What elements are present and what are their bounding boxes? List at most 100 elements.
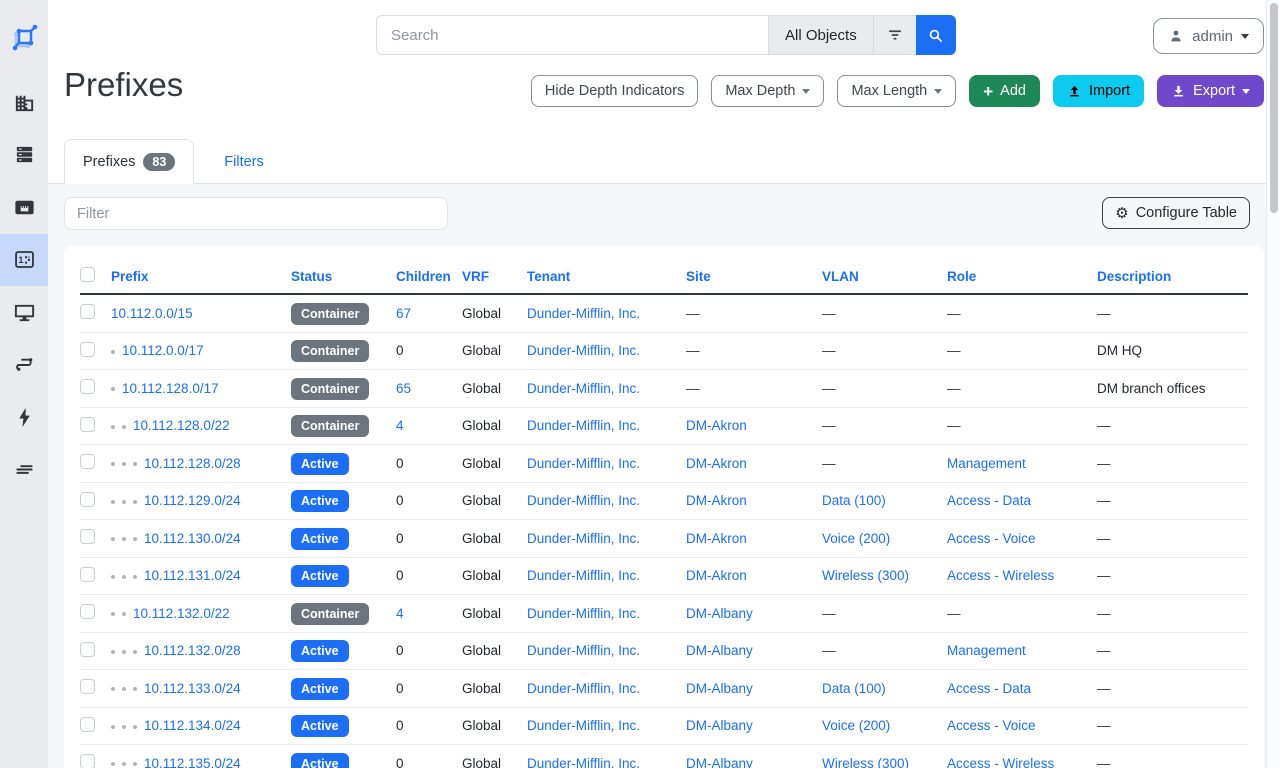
- cell-link[interactable]: 67: [396, 305, 412, 321]
- tenant-link[interactable]: Dunder-Mifflin, Inc.: [527, 493, 641, 509]
- cell-link[interactable]: Voice (200): [822, 530, 891, 546]
- column-header-site[interactable]: Site: [686, 268, 711, 284]
- column-header-role[interactable]: Role: [947, 268, 977, 284]
- export-dropdown[interactable]: Export: [1157, 75, 1264, 107]
- row-checkbox[interactable]: [80, 679, 95, 695]
- tenant-link[interactable]: Dunder-Mifflin, Inc.: [527, 755, 641, 768]
- prefix-link[interactable]: 10.112.130.0/24: [144, 530, 241, 546]
- cell-link[interactable]: DM-Albany: [686, 718, 753, 734]
- prefix-link[interactable]: 10.112.128.0/17: [122, 380, 219, 396]
- prefix-link[interactable]: 10.112.134.0/24: [144, 718, 241, 734]
- cell-link[interactable]: DM-Akron: [686, 568, 747, 584]
- max-length-dropdown[interactable]: Max Length: [837, 75, 957, 107]
- row-checkbox[interactable]: [80, 416, 95, 432]
- configure-table-button[interactable]: ⚙ Configure Table: [1102, 197, 1250, 229]
- sidebar-item-virtualization[interactable]: [0, 286, 48, 339]
- sidebar-item-connections[interactable]: [0, 181, 48, 234]
- row-checkbox[interactable]: [80, 716, 95, 732]
- cell-link[interactable]: 4: [396, 418, 404, 434]
- column-header-prefix[interactable]: Prefix: [111, 268, 149, 284]
- row-checkbox[interactable]: [80, 641, 95, 657]
- cell-link[interactable]: DM-Albany: [686, 755, 753, 768]
- prefix-link[interactable]: 10.112.132.0/22: [133, 605, 230, 621]
- cell-link[interactable]: Access - Data: [947, 493, 1032, 509]
- column-header-vrf[interactable]: VRF: [462, 268, 489, 284]
- tenant-link[interactable]: Dunder-Mifflin, Inc.: [527, 718, 641, 734]
- tenant-link[interactable]: Dunder-Mifflin, Inc.: [527, 305, 641, 321]
- cell-link[interactable]: Wireless (300): [822, 568, 910, 584]
- column-header-status[interactable]: Status: [291, 268, 333, 284]
- user-menu-button[interactable]: admin: [1153, 18, 1264, 54]
- cell-link[interactable]: 65: [396, 380, 412, 396]
- tenant-link[interactable]: Dunder-Mifflin, Inc.: [527, 643, 641, 659]
- tenant-link[interactable]: Dunder-Mifflin, Inc.: [527, 680, 641, 696]
- cell-link[interactable]: DM-Albany: [686, 643, 753, 659]
- row-checkbox[interactable]: [80, 491, 95, 507]
- search-scope-button[interactable]: All Objects: [768, 15, 873, 55]
- prefix-link[interactable]: 10.112.0.0/15: [111, 305, 193, 321]
- sidebar-item-circuits[interactable]: [0, 339, 48, 392]
- cell-link[interactable]: Access - Voice: [947, 718, 1036, 734]
- cell-link[interactable]: Data (100): [822, 493, 886, 509]
- cell-link[interactable]: DM-Akron: [686, 493, 747, 509]
- row-checkbox[interactable]: [80, 454, 95, 470]
- tab-filters[interactable]: Filters: [224, 153, 264, 170]
- cell-link[interactable]: Management: [947, 643, 1026, 659]
- prefix-link[interactable]: 10.112.135.0/24: [144, 755, 241, 768]
- max-depth-dropdown[interactable]: Max Depth: [711, 75, 825, 107]
- prefix-link[interactable]: 10.112.128.0/28: [144, 455, 241, 471]
- column-header-description[interactable]: Description: [1097, 268, 1172, 284]
- search-filter-button[interactable]: [872, 15, 916, 55]
- row-checkbox[interactable]: [80, 379, 95, 395]
- add-button[interactable]: + Add: [969, 75, 1040, 107]
- cell-link[interactable]: DM-Albany: [686, 605, 753, 621]
- row-checkbox[interactable]: [80, 304, 95, 320]
- tenant-link[interactable]: Dunder-Mifflin, Inc.: [527, 605, 641, 621]
- import-button[interactable]: Import: [1052, 75, 1145, 107]
- cell-link[interactable]: Access - Data: [947, 680, 1032, 696]
- tenant-link[interactable]: Dunder-Mifflin, Inc.: [527, 568, 641, 584]
- prefix-link[interactable]: 10.112.0.0/17: [122, 343, 204, 359]
- cell-link[interactable]: Access - Wireless: [947, 568, 1055, 584]
- search-input[interactable]: [376, 15, 768, 55]
- cell-link[interactable]: DM-Akron: [686, 455, 747, 471]
- tenant-link[interactable]: Dunder-Mifflin, Inc.: [527, 380, 641, 396]
- cell-link[interactable]: Management: [947, 455, 1026, 471]
- prefix-link[interactable]: 10.112.133.0/24: [144, 680, 241, 696]
- sidebar-item-operations[interactable]: [0, 444, 48, 497]
- cell-link[interactable]: Wireless (300): [822, 755, 910, 768]
- row-checkbox[interactable]: [80, 341, 95, 357]
- table-filter-input[interactable]: [64, 197, 448, 230]
- row-checkbox[interactable]: [80, 604, 95, 620]
- sidebar-item-devices[interactable]: [0, 129, 48, 182]
- tenant-link[interactable]: Dunder-Mifflin, Inc.: [527, 418, 641, 434]
- row-checkbox[interactable]: [80, 566, 95, 582]
- cell-link[interactable]: DM-Akron: [686, 418, 747, 434]
- hide-depth-indicators-button[interactable]: Hide Depth Indicators: [530, 75, 699, 107]
- prefix-link[interactable]: 10.112.128.0/22: [133, 418, 230, 434]
- page-scrollbar[interactable]: [1266, 0, 1280, 768]
- cell-link[interactable]: Access - Voice: [947, 530, 1036, 546]
- netbox-logo[interactable]: [0, 0, 48, 76]
- sidebar-item-organization[interactable]: [0, 76, 48, 129]
- cell-link[interactable]: Access - Wireless: [947, 755, 1055, 768]
- row-checkbox[interactable]: [80, 529, 95, 545]
- select-all-checkbox[interactable]: [80, 266, 95, 282]
- tenant-link[interactable]: Dunder-Mifflin, Inc.: [527, 343, 641, 359]
- column-header-tenant[interactable]: Tenant: [527, 268, 571, 284]
- sidebar-item-power[interactable]: [0, 391, 48, 444]
- tab-prefixes[interactable]: Prefixes 83: [64, 139, 195, 184]
- prefix-link[interactable]: 10.112.131.0/24: [144, 568, 241, 584]
- cell-link[interactable]: DM-Akron: [686, 530, 747, 546]
- cell-link[interactable]: Voice (200): [822, 718, 891, 734]
- search-button[interactable]: [915, 15, 956, 55]
- cell-link[interactable]: 4: [396, 605, 404, 621]
- sidebar-item-ipam[interactable]: 1: [0, 233, 48, 286]
- prefix-link[interactable]: 10.112.129.0/24: [144, 493, 241, 509]
- tenant-link[interactable]: Dunder-Mifflin, Inc.: [527, 455, 641, 471]
- cell-link[interactable]: DM-Albany: [686, 680, 753, 696]
- tenant-link[interactable]: Dunder-Mifflin, Inc.: [527, 530, 641, 546]
- scrollbar-thumb[interactable]: [1270, 3, 1278, 213]
- row-checkbox[interactable]: [80, 754, 95, 768]
- cell-link[interactable]: Data (100): [822, 680, 886, 696]
